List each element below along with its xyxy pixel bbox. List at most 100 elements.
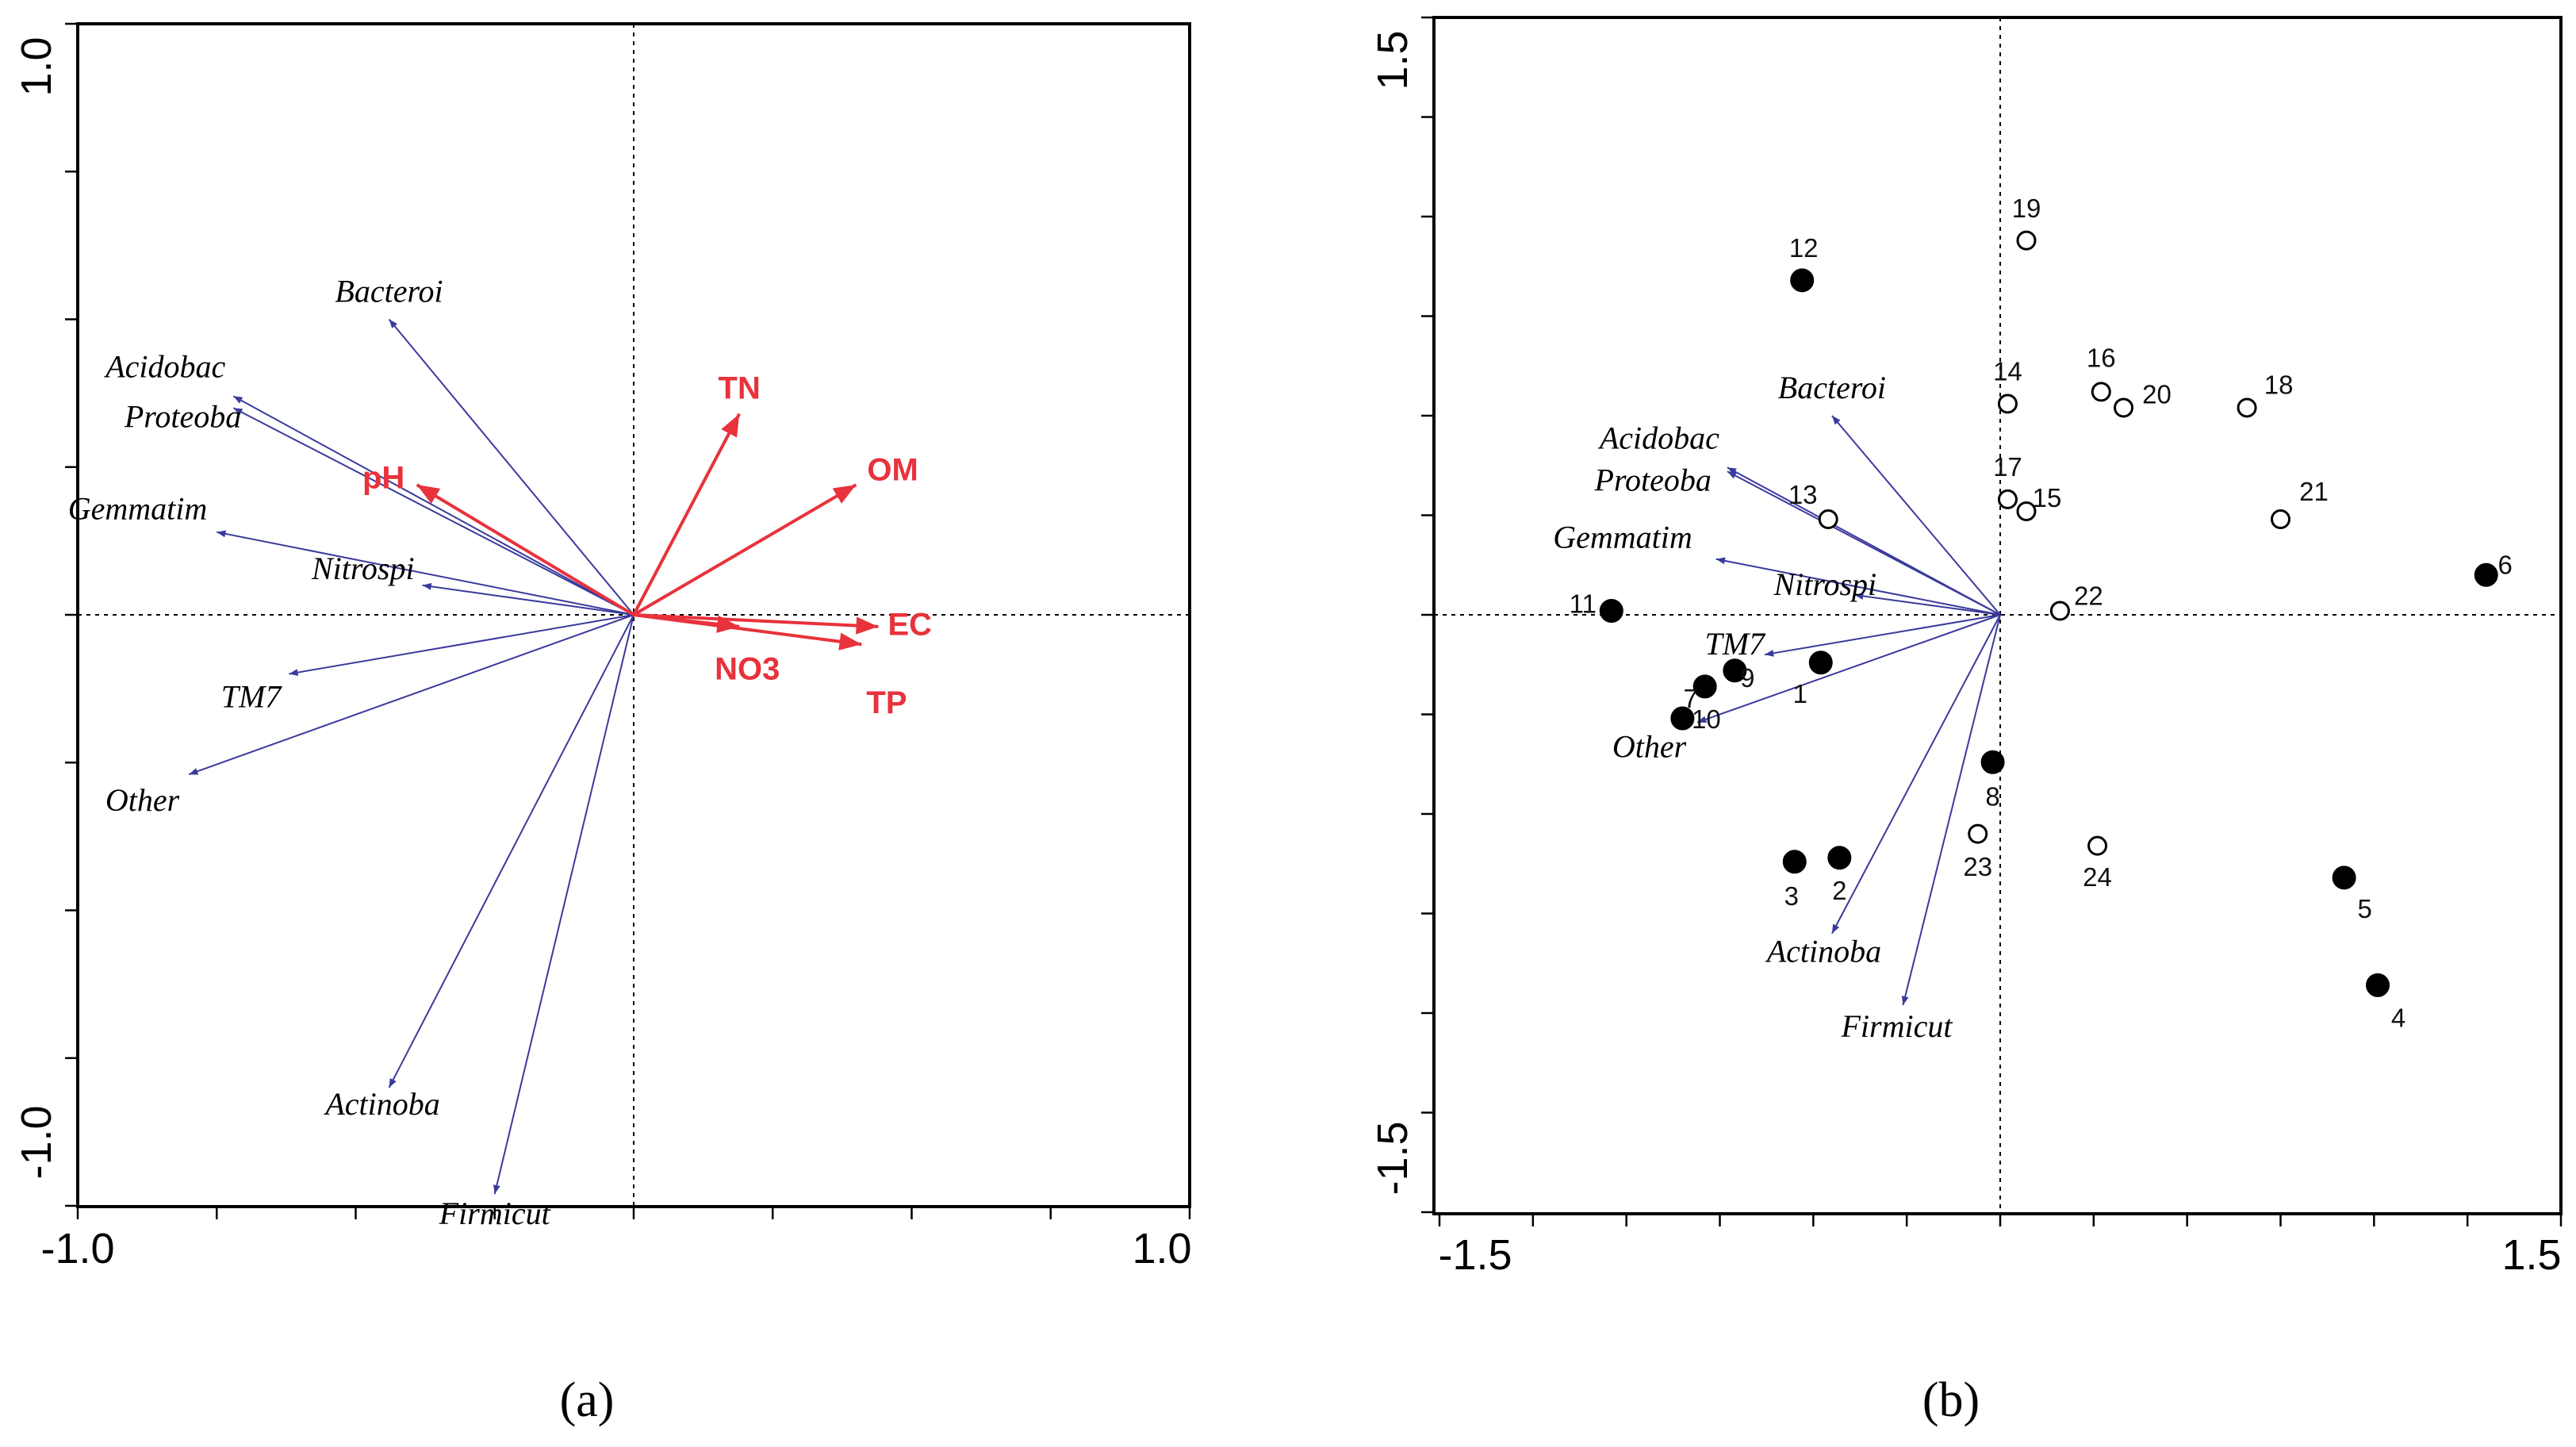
panel-b-site-label-5: 5 [2357,894,2371,923]
panel-b-species-arrowhead-gemmatim [1715,557,1726,565]
panel-a-env-label-tn: TN [719,370,761,405]
panel-b-site-point-9 [1723,658,1747,683]
panel-b-site-point-5 [2332,866,2356,890]
panel-b-species-arrow-firmicut [1902,614,2001,1006]
panel-b-site-label-19: 19 [2012,194,2041,223]
panel-b-site-label-21: 21 [2299,477,2329,506]
panel-b-x-min-label: -1.5 [1438,1231,1512,1279]
panel-b-site-label-8: 8 [1985,781,1999,811]
panel-a-y-max-label: 1.0 [13,36,60,96]
panel-b-site-point-1 [1808,651,1833,675]
panel-a-env-arrow-om [632,483,857,616]
panel-b-species-arrow-gemmatim [1715,558,2001,616]
panel-a-species-arrow-firmicut [493,614,634,1195]
panel-b-species-label-other: Other [1612,729,1687,765]
panel-a-species-arrowhead-firmicut [493,1184,500,1195]
panel-b-site-label-7: 7 [1683,684,1697,713]
panel-b-site-point-22 [2049,601,2070,621]
panel-a-env-arrows: TN OM pH EC NO3 TP [362,370,932,720]
panel-b-site-label-13: 13 [1788,480,1818,509]
panel-b-site-label-10: 10 [1692,704,1721,734]
panel-a-env-arrowhead-ph [416,485,441,504]
panel-a-y-min-label: -1.0 [13,1105,60,1179]
panel-b-site-label-14: 14 [1993,357,2022,386]
panel-b-site-point-19 [2016,230,2037,251]
panel-b-species-arrowhead-tm7 [1765,649,1774,657]
panel-b-site-point-7 [1692,674,1717,699]
panel-a-species-arrowhead-tm7 [289,669,299,677]
panel-a-species-arrows: Bacteroi Acidobac Proteoba Gemmatim Nitrospi… [68,274,634,1231]
panel-b-species-arrow-nitrospi [1854,593,2001,616]
panel-b-species-arrow-other [1696,614,2001,724]
panel-b-site-label-4: 4 [2391,1004,2405,1033]
panel-a-species-label-actinoba: Actinoba [323,1086,439,1122]
panel-b-site-point-12 [1790,268,1815,293]
panel-b-site-label-2: 2 [1832,876,1846,905]
panel-a-species-label-nitrospi: Nitrospi [311,551,415,586]
panel-b-site-point-3 [1782,850,1807,874]
panel-a-env-arrowhead-tp [838,632,862,651]
panel-b-species-label-tm7: TM7 [1704,626,1766,662]
panel-a-species-label-proteoba: Proteoba [124,398,241,434]
panel-b-species-arrowhead-actinoba [1831,923,1840,934]
panel-a-species-arrow-nitrospi [422,584,634,616]
panel-a-species-arrowhead-bacteroi [389,319,398,328]
panel-b-species-arrow-bacteroi [1831,415,2001,616]
panel-a-env-arrowhead-om [832,485,857,504]
panel-a-label: (a) [560,1373,615,1427]
panel-a-env-arrowhead-ec [856,616,879,635]
panel-b-site-label-1: 1 [1793,679,1807,708]
panel-b-species-label-actinoba: Actinoba [1765,934,1881,969]
panel-a-env-label-ph: pH [362,461,404,496]
panel-b-ticks [1421,16,2563,1226]
panel-b-species-arrowhead-other [1697,716,1708,724]
panel-a-species-arrow-tm7 [289,614,634,675]
panel-b-site-point-23 [1968,823,1988,844]
panel-b-species-arrow-tm7 [1764,614,2001,656]
panel-b-species-arrowhead-acidobac [1727,467,1737,475]
panel-b-site-point-14 [1997,393,2018,414]
panel-a-species-arrow-gemmatim [217,531,634,616]
panel-b-species-arrowhead-bacteroi [1831,416,1841,425]
panel-a-species-arrowhead-actinoba [389,1078,397,1088]
panel-a-species-arrow-acidobac [232,395,634,616]
panel-b-y-min-label: -1.5 [1369,1121,1416,1195]
panel-b-biplot: Bacteroi Acidobac Proteoba Gemmatim Nitrospi… [1369,16,2563,1427]
panel-b-species-arrowhead-nitrospi [1854,592,1864,600]
panel-b-species-label-gemmatim: Gemmatim [1553,520,1692,555]
panel-b-site-label-12: 12 [1789,233,1819,263]
panel-b-site-point-16 [2091,382,2111,402]
panel-a-species-arrowhead-proteoba [233,408,243,416]
panel-a-env-label-om: OM [867,453,918,488]
panel-b-site-point-6 [2474,562,2498,587]
panel-b-site-point-18 [2237,397,2257,418]
panel-b-x-max-label: 1.5 [2501,1231,2561,1279]
panel-b-site-label-18: 18 [2264,370,2294,400]
panel-b-site-point-21 [2271,509,2290,530]
panel-b-site-label-11: 11 [1570,589,1597,619]
panel-a-species-label-bacteroi: Bacteroi [335,274,443,309]
panel-a-env-label-no3: NO3 [715,651,780,686]
panel-b-site-point-20 [2114,397,2134,418]
panel-a-species-label-gemmatim: Gemmatim [68,491,208,527]
panel-a-species-arrowhead-gemmatim [217,530,227,538]
panel-a-env-arrow-ph [416,483,635,616]
panel-b-site-label-23: 23 [1963,852,1992,881]
panel-b-label: (b) [1922,1373,1980,1427]
panel-b-site-label-15: 15 [2033,483,2062,512]
panel-a-species-label-other: Other [105,782,180,818]
panel-a-ticks [65,22,1191,1219]
panel-b-site-label-16: 16 [2087,344,2116,373]
panel-a-x-min-label: -1.0 [40,1225,114,1272]
panel-b-site-point-15 [2016,501,2037,521]
panel-a-species-arrowhead-acidobac [233,396,243,404]
panel-b-site-point-2 [1827,846,1852,870]
panel-b-species-label-acidobac: Acidobac [1597,420,1719,455]
panel-b-species-label-bacteroi: Bacteroi [1778,370,1886,405]
panel-a-species-label-acidobac: Acidobac [103,348,225,384]
panel-b-species-label-nitrospi: Nitrospi [1773,566,1877,602]
panel-b-site-label-22: 22 [2074,581,2103,611]
panel-a-species-arrow-proteoba [232,407,634,616]
